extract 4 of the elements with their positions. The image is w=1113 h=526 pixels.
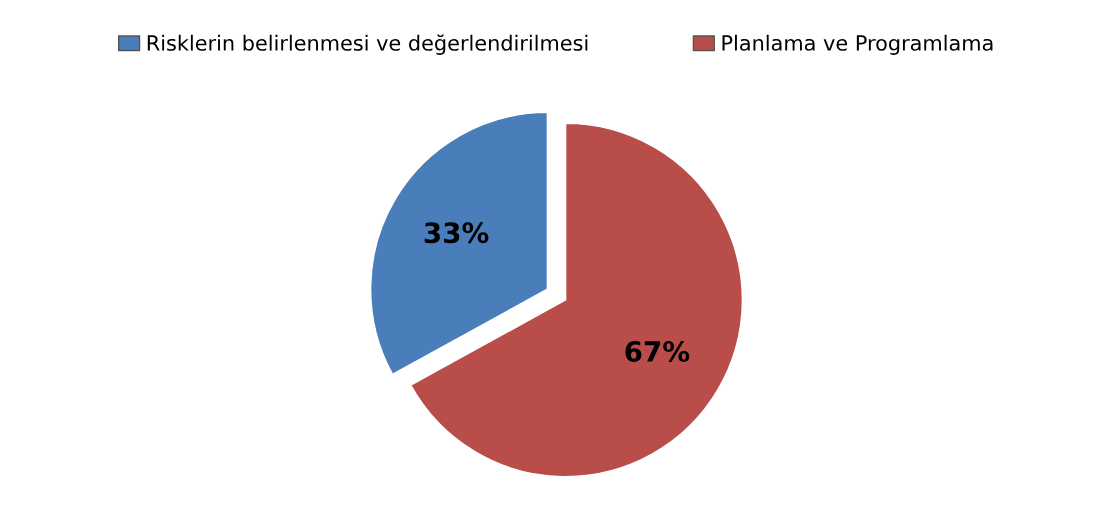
data-label: 33% <box>424 222 489 244</box>
legend-label: Planlama ve Programlama <box>722 34 993 55</box>
data-label: 67% <box>625 340 690 362</box>
legend-label: Risklerin belirlenmesi ve değerlendirilmesi <box>147 34 588 55</box>
